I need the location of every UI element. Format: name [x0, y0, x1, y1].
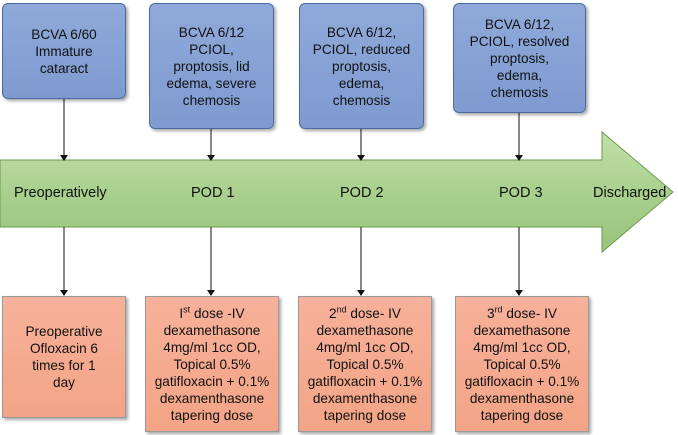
bottom-box-line: 4mg/ml 1cc OD,: [473, 339, 571, 355]
top-box-line: proptosis,: [490, 50, 549, 66]
top-box-pod3: BCVA 6/12, PCIOL, resolved proptosis, ed…: [453, 3, 586, 113]
top-box-line: Immature: [35, 43, 93, 59]
dose-ordinal-suffix: st: [183, 303, 191, 314]
bottom-box-line: tapering dose: [323, 407, 407, 423]
dose-ordinal-line: 3rd dose- IV: [487, 303, 557, 322]
bottom-box-line: dexamenthasone: [159, 390, 265, 406]
arrowhead-top-2: [207, 155, 215, 161]
top-box-line: edema, severe: [166, 75, 257, 91]
dose-ordinal-rest: dose -IV: [190, 305, 245, 321]
timeline-label-pod3: POD 3: [499, 185, 543, 201]
top-box-line: edema,: [496, 67, 543, 83]
top-box-line: cataract: [39, 60, 89, 76]
bottom-box-line: times for 1: [32, 358, 96, 373]
bottom-box-line: Ofloxacin 6: [29, 341, 98, 356]
arrowhead-top-1: [60, 155, 68, 161]
timeline-arrow: [0, 130, 674, 254]
dose-ordinal-number: 3: [487, 305, 495, 321]
top-box-line: BCVA 6/12,: [484, 16, 555, 32]
top-box-pod2: BCVA 6/12, PCIOL, reduced proptosis, ede…: [299, 3, 424, 129]
bottom-box-line: Topical 0.5%: [326, 356, 404, 372]
top-box-pod1: BCVA 6/12 PCIOL, proptosis, lid edema, s…: [149, 3, 274, 129]
bottom-box-pod2: 2nd dose- IV dexamethasone 4mg/ml 1cc OD…: [298, 296, 432, 432]
bottom-box-line: dexamethasone: [316, 322, 414, 338]
arrowhead-bottom-1: [60, 290, 68, 296]
arrowhead-bottom-3: [357, 290, 365, 296]
timeline-label-discharged: Discharged: [593, 185, 667, 201]
top-box-line: chemosis: [490, 84, 549, 100]
bottom-box-line: gatifloxacin + 0.1%: [154, 373, 270, 389]
timeline-label-pod2: POD 2: [340, 185, 384, 201]
bottom-box-line: dexamethasone: [163, 322, 261, 338]
bottom-box-line: dexamenthasone: [469, 390, 575, 406]
bottom-box-line: gatifloxacin + 0.1%: [307, 373, 423, 389]
dose-ordinal-suffix: rd: [494, 303, 503, 314]
bottom-box-line: dexamenthasone: [312, 390, 418, 406]
timeline-label-preoperatively: Preoperatively: [14, 185, 107, 201]
bottom-box-line: gatifloxacin + 0.1%: [464, 373, 580, 389]
top-box-line: PCIOL,: [189, 41, 234, 57]
top-box-line: proptosis,: [332, 58, 391, 74]
top-box-line: BCVA 6/60: [31, 26, 97, 42]
bottom-box-pod3: 3rd dose- IV dexamethasone 4mg/ml 1cc OD…: [455, 296, 589, 432]
bottom-box-line: tapering dose: [170, 407, 254, 423]
bottom-box-line: 4mg/ml 1cc OD,: [316, 339, 414, 355]
bottom-box-line: tapering dose: [480, 407, 564, 423]
bottom-box-line: day: [53, 375, 75, 390]
top-box-line: PCIOL, resolved: [469, 33, 570, 49]
arrowhead-top-3: [357, 155, 365, 161]
top-box-line: edema,: [338, 75, 385, 91]
top-box-line: chemosis: [182, 92, 241, 108]
top-box-line: proptosis, lid: [173, 58, 250, 74]
top-box-line: BCVA 6/12,: [326, 24, 397, 40]
top-box-line: BCVA 6/12: [178, 24, 245, 40]
arrowhead-bottom-2: [207, 290, 215, 296]
top-box-line: PCIOL, reduced: [312, 41, 411, 57]
dose-ordinal-rest: dose- IV: [502, 305, 557, 321]
dose-ordinal-line: Ist dose -IV: [179, 303, 245, 322]
dose-ordinal-number: 2: [329, 305, 337, 321]
bottom-box-line: Topical 0.5%: [173, 356, 251, 372]
top-box-preoperative: BCVA 6/60 Immature cataract: [2, 3, 126, 99]
bottom-box-line: Preoperative: [25, 324, 103, 339]
arrowhead-bottom-4: [515, 290, 523, 296]
dose-ordinal-rest: dose- IV: [346, 305, 401, 321]
bottom-box-line: Topical 0.5%: [483, 356, 561, 372]
bottom-box-preoperative: Preoperative Ofloxacin 6 times for 1 day: [2, 296, 126, 418]
dose-ordinal-suffix: nd: [336, 303, 347, 314]
dose-ordinal-line: 2nd dose- IV: [329, 303, 401, 322]
top-box-line: chemosis: [332, 92, 391, 108]
arrowhead-top-4: [515, 155, 523, 161]
bottom-box-line: dexamethasone: [473, 322, 571, 338]
timeline-label-pod1: POD 1: [191, 185, 235, 201]
dose-ordinal-number: I: [179, 305, 184, 321]
bottom-box-line: 4mg/ml 1cc OD,: [163, 339, 261, 355]
bottom-box-pod1: Ist dose -IV dexamethasone 4mg/ml 1cc OD…: [145, 296, 279, 432]
